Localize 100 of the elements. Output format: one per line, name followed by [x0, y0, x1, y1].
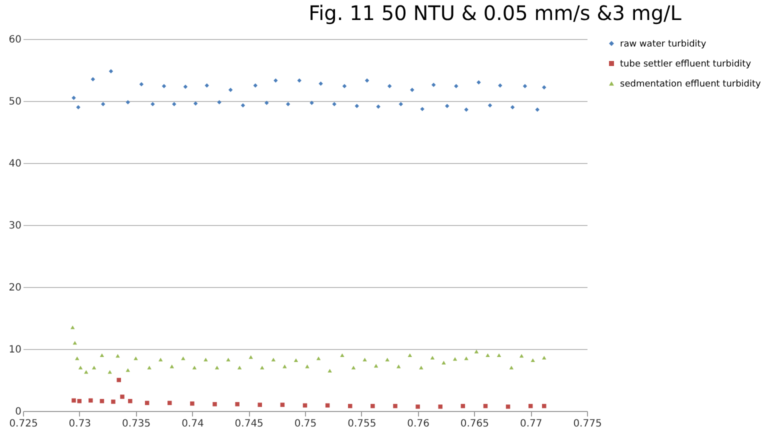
- point: [542, 404, 546, 408]
- point: [486, 353, 490, 358]
- point: [100, 353, 104, 358]
- point: [464, 356, 468, 360]
- point: [294, 358, 298, 362]
- point: [530, 358, 535, 362]
- point: [240, 103, 246, 108]
- point: [128, 398, 132, 404]
- point: [162, 84, 166, 88]
- point: [370, 404, 375, 408]
- point: [305, 364, 310, 368]
- chart-title: Fig. 11 50 NTU & 0.05 mm/s &3 mg/L: [308, 1, 682, 25]
- point: [264, 100, 269, 105]
- point: [120, 394, 124, 399]
- y-tick-label: 40: [8, 158, 22, 170]
- point: [393, 404, 398, 408]
- point: [72, 398, 76, 403]
- point: [147, 366, 152, 370]
- point: [228, 88, 233, 92]
- y-tick-label: 30: [8, 220, 22, 232]
- point: [280, 402, 285, 407]
- legend-label: sedmentation effluent turbidity: [620, 80, 762, 90]
- point: [474, 350, 479, 354]
- point: [387, 84, 392, 88]
- point: [454, 84, 458, 88]
- point: [84, 370, 88, 374]
- x-tick-label: 0.75: [294, 418, 317, 430]
- point: [116, 354, 120, 358]
- point: [376, 104, 380, 109]
- point: [260, 366, 264, 370]
- point: [542, 356, 546, 360]
- legend-label: tube settler effluent turbidity: [620, 60, 752, 70]
- point: [158, 358, 163, 362]
- point: [297, 78, 302, 83]
- point: [316, 356, 321, 360]
- point: [385, 358, 390, 362]
- point: [431, 82, 436, 87]
- point: [181, 356, 186, 360]
- point: [310, 100, 314, 105]
- y-tick-label: 0: [15, 406, 22, 418]
- point: [214, 366, 220, 370]
- y-tick-label: 60: [8, 34, 22, 46]
- x-tick-label: 0.755: [348, 418, 376, 430]
- point: [248, 355, 253, 359]
- y-tick-label: 50: [8, 96, 22, 108]
- x-tick-label: 0.77: [520, 418, 542, 430]
- point: [464, 108, 468, 112]
- point: [398, 102, 403, 106]
- point: [100, 102, 106, 106]
- point: [318, 82, 323, 86]
- point: [217, 100, 222, 104]
- point: [362, 358, 367, 362]
- point: [535, 108, 540, 112]
- point: [351, 366, 356, 370]
- point: [509, 366, 514, 370]
- point: [286, 102, 290, 106]
- point: [193, 101, 198, 106]
- point: [506, 404, 510, 409]
- point: [430, 356, 435, 360]
- point: [445, 104, 450, 108]
- point: [476, 80, 481, 85]
- point: [170, 364, 174, 368]
- point: [408, 353, 412, 358]
- point: [496, 353, 502, 358]
- point: [126, 368, 130, 372]
- point: [212, 402, 217, 406]
- point: [328, 368, 332, 373]
- point: [108, 370, 112, 374]
- x-tick-label: 0.745: [234, 418, 264, 430]
- point: [438, 404, 442, 409]
- point: [92, 366, 96, 370]
- point: [374, 364, 378, 368]
- point: [282, 364, 287, 368]
- point: [172, 102, 176, 106]
- point: [410, 88, 414, 92]
- point: [75, 356, 80, 360]
- point: [88, 398, 93, 403]
- x-tick-label: 0.735: [122, 418, 151, 430]
- y-tick-label: 10: [8, 344, 22, 356]
- x-tick-label: 0.775: [573, 418, 602, 430]
- point: [452, 357, 458, 361]
- point: [78, 366, 83, 370]
- y-tick-label: 20: [8, 282, 22, 294]
- point: [416, 404, 420, 409]
- point: [237, 366, 242, 370]
- point: [168, 400, 172, 406]
- point: [354, 104, 360, 108]
- point: [542, 85, 546, 90]
- point: [76, 105, 80, 110]
- point: [235, 402, 240, 406]
- point: [442, 360, 446, 364]
- point: [190, 401, 194, 406]
- point: [419, 366, 424, 370]
- x-tick-label: 0.765: [460, 418, 490, 430]
- x-tick-label: 0.76: [407, 418, 430, 430]
- point: [258, 402, 262, 407]
- point: [70, 325, 75, 330]
- point: [111, 400, 116, 404]
- point: [271, 358, 276, 362]
- point: [522, 84, 528, 88]
